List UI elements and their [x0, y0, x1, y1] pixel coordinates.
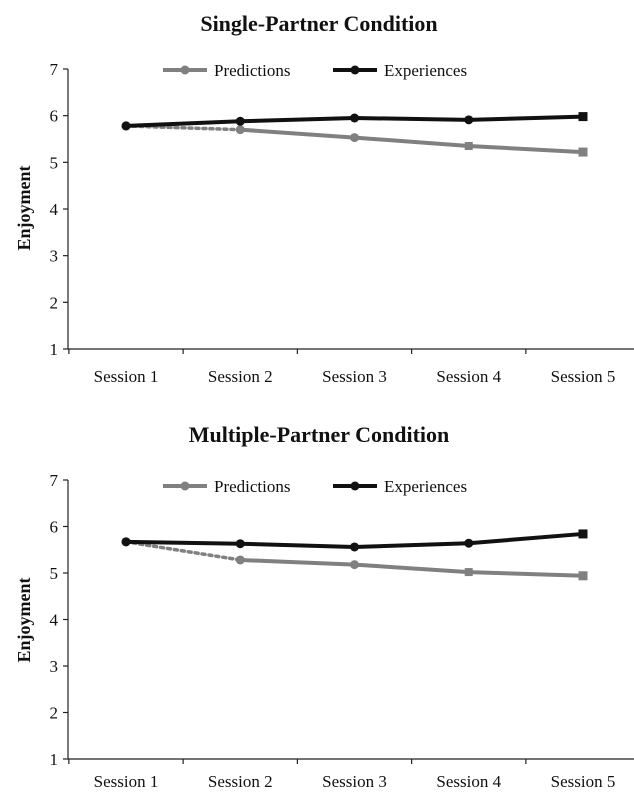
y-tick-label: 4 [50, 200, 59, 219]
y-axis-label: Enjoyment [14, 165, 34, 250]
series-experiences [121, 529, 588, 552]
x-tick-label: Session 3 [322, 772, 387, 791]
series-line [240, 557, 584, 578]
chart-title: Multiple-Partner Condition [189, 422, 450, 447]
y-tick-label: 5 [50, 153, 59, 172]
y-tick-label: 2 [50, 293, 59, 312]
y-tick-label: 4 [50, 611, 59, 630]
data-point [235, 116, 245, 126]
data-point [350, 133, 359, 143]
data-point [350, 560, 359, 570]
legend-marker-experiences [350, 481, 360, 491]
x-tick-label: Session 5 [551, 367, 616, 386]
plot-area: 1 2 3 4 5 6 7 Session 1 Session 2 Session 3 Sessio… [50, 471, 634, 791]
series-line-dotted-segment [124, 124, 242, 132]
x-tick-label: Session 4 [436, 367, 501, 386]
x-tick-label: Session 2 [208, 367, 273, 386]
y-tick-label: 6 [50, 107, 59, 126]
y-tick-label: 3 [50, 657, 59, 676]
legend-marker-predictions [180, 481, 190, 491]
y-tick-label: 3 [50, 247, 59, 266]
y-tick-label: 1 [50, 750, 59, 769]
y-tick-label: 5 [50, 564, 59, 583]
data-point [464, 115, 474, 125]
chart-panel-single-partner: Single-Partner Condition Enjoyment Predi… [14, 11, 634, 386]
x-tick-label: Session 2 [208, 772, 273, 791]
legend: Predictions Experiences [163, 61, 467, 80]
series-line [240, 127, 584, 155]
data-point [578, 529, 588, 539]
data-point [350, 113, 359, 123]
legend-label-predictions: Predictions [214, 477, 291, 496]
x-tick-label: Session 1 [94, 772, 159, 791]
data-point [578, 112, 588, 122]
data-point [235, 125, 245, 135]
y-axis-label: Enjoyment [14, 577, 34, 662]
y-tick-label: 2 [50, 704, 59, 723]
series-experiences [121, 112, 588, 131]
legend-label-experiences: Experiences [384, 61, 467, 80]
data-point [235, 555, 245, 565]
y-tick-label: 6 [50, 518, 59, 537]
legend-label-predictions: Predictions [214, 61, 291, 80]
data-point [121, 537, 131, 547]
plot-area: 1 2 3 4 5 6 7 Session 1 Session 2 Session 3 Sessio… [50, 60, 634, 386]
series-predictions [121, 121, 588, 157]
chart-title: Single-Partner Condition [200, 11, 437, 36]
x-tick-label: Session 4 [436, 772, 501, 791]
data-point [235, 539, 245, 549]
legend: Predictions Experiences [163, 477, 467, 496]
y-tick-label: 7 [50, 471, 59, 490]
x-tick-label: Session 3 [322, 367, 387, 386]
x-tick-label: Session 5 [551, 772, 616, 791]
data-point [578, 571, 588, 581]
data-point [121, 121, 131, 131]
legend-label-experiences: Experiences [384, 477, 467, 496]
data-point [350, 542, 359, 552]
legend-marker-predictions [180, 65, 190, 75]
data-point [464, 142, 473, 150]
legend-marker-experiences [350, 65, 360, 75]
data-point [464, 568, 473, 577]
y-tick-label: 1 [50, 340, 59, 359]
y-tick-label: 7 [50, 60, 59, 79]
series-line-dotted-segment [124, 540, 242, 562]
x-tick-label: Session 1 [94, 367, 159, 386]
data-point [578, 147, 588, 157]
data-point [464, 538, 474, 548]
chart-panel-multiple-partner: Multiple-Partner Condition Enjoyment Pre… [14, 422, 634, 791]
